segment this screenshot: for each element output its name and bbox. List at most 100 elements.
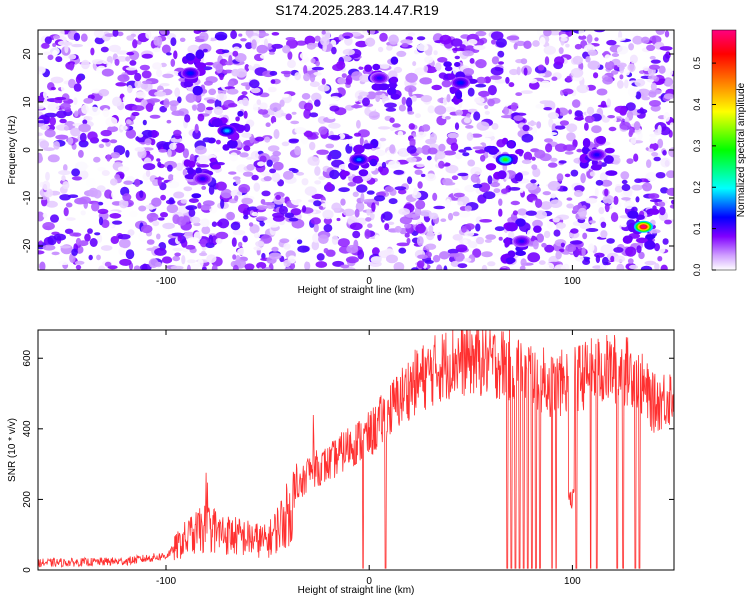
speckle-blob bbox=[253, 232, 261, 239]
speckle-blob bbox=[543, 45, 556, 55]
speckle-blob bbox=[411, 267, 419, 270]
speckle-blob bbox=[110, 152, 121, 159]
speckle-blob bbox=[569, 240, 583, 245]
speckle-blob bbox=[50, 214, 59, 223]
speckle-blob bbox=[670, 84, 674, 89]
speckle-blob bbox=[632, 35, 644, 45]
speckle-blob bbox=[271, 43, 284, 49]
speckle-blob bbox=[589, 220, 596, 224]
speckle-blob bbox=[138, 205, 147, 212]
speckle-blob bbox=[490, 66, 504, 76]
speckle-blob bbox=[248, 64, 256, 71]
speckle-blob bbox=[394, 186, 407, 191]
speckle-blob bbox=[279, 238, 290, 244]
speckle-blob bbox=[538, 73, 546, 77]
speckle-blob bbox=[628, 43, 634, 51]
speckle-blob bbox=[271, 172, 281, 183]
hotspot-cluster-blob bbox=[605, 170, 618, 176]
speckle-blob bbox=[199, 252, 208, 257]
speckle-blob bbox=[586, 106, 595, 116]
speckle-blob bbox=[447, 248, 459, 255]
speckle-blob bbox=[85, 177, 96, 188]
speckle-blob bbox=[47, 54, 54, 61]
speckle-blob bbox=[343, 35, 351, 39]
speckle-blob bbox=[467, 108, 478, 113]
speckle-blob bbox=[463, 257, 472, 262]
speckle-blob bbox=[162, 73, 174, 79]
speckle-blob bbox=[425, 50, 433, 56]
speckle-blob bbox=[290, 195, 304, 206]
speckle-blob bbox=[546, 219, 553, 230]
speckle-blob bbox=[555, 250, 562, 260]
y-tick-label: 400 bbox=[22, 420, 33, 437]
speckle-blob bbox=[212, 251, 220, 257]
speckle-blob bbox=[662, 238, 669, 245]
speckle-blob bbox=[525, 210, 537, 216]
speckle-blob bbox=[139, 64, 150, 71]
speckle-blob bbox=[315, 261, 328, 268]
speckle-blob bbox=[521, 133, 534, 143]
speckle-blob bbox=[159, 30, 167, 35]
speckle-blob bbox=[196, 30, 208, 33]
speckle-blob bbox=[649, 100, 661, 107]
speckle-blob bbox=[574, 110, 583, 117]
speckle-blob bbox=[302, 205, 307, 213]
speckle-blob bbox=[245, 30, 254, 37]
speckle-blob bbox=[93, 189, 102, 199]
speckle-blob bbox=[328, 149, 342, 160]
speckle-blob bbox=[341, 73, 347, 78]
speckle-blob bbox=[63, 207, 69, 217]
speckle-blob bbox=[246, 164, 255, 171]
speckle-blob bbox=[226, 211, 236, 221]
speckle-blob bbox=[49, 116, 56, 126]
speckle-blob bbox=[171, 110, 185, 116]
speckle-blob bbox=[142, 163, 156, 171]
speckle-blob bbox=[252, 103, 259, 112]
speckle-blob bbox=[648, 229, 661, 234]
speckle-blob bbox=[475, 59, 487, 69]
speckle-blob bbox=[38, 250, 45, 255]
speckle-blob bbox=[141, 70, 152, 79]
speckle-blob bbox=[634, 78, 646, 87]
speckle-blob bbox=[356, 119, 361, 129]
speckle-blob bbox=[106, 62, 112, 69]
speckle-blob bbox=[125, 56, 131, 62]
speckle-blob bbox=[464, 205, 472, 212]
speckle-blob bbox=[641, 96, 651, 101]
speckle-blob bbox=[45, 200, 58, 208]
speckle-blob bbox=[100, 46, 109, 53]
speckle-blob bbox=[544, 138, 553, 143]
speckle-blob bbox=[294, 145, 301, 156]
speckle-blob bbox=[654, 263, 660, 270]
hotspot-cluster-blob bbox=[192, 85, 203, 96]
speckle-blob bbox=[457, 172, 469, 177]
speckle-blob bbox=[434, 105, 447, 115]
speckle-blob bbox=[255, 136, 264, 142]
speckle-blob bbox=[481, 131, 495, 138]
speckle-blob bbox=[215, 231, 229, 240]
speckle-blob bbox=[131, 111, 140, 117]
speckle-blob bbox=[659, 206, 666, 216]
speckle-blob bbox=[208, 234, 214, 245]
speckle-blob bbox=[558, 160, 567, 164]
speckle-blob bbox=[102, 108, 110, 118]
speckle-blob bbox=[306, 42, 316, 50]
speckle-blob bbox=[261, 171, 271, 177]
speckle-blob bbox=[311, 66, 324, 71]
speckle-blob bbox=[176, 216, 187, 226]
speckle-blob bbox=[600, 179, 613, 187]
speckle-blob bbox=[337, 77, 347, 85]
speckle-blob bbox=[653, 156, 661, 162]
speckle-blob bbox=[251, 39, 257, 50]
speckle-blob bbox=[250, 57, 255, 67]
hotspot-cluster-blob bbox=[364, 64, 373, 72]
speckle-blob bbox=[442, 97, 448, 106]
speckle-blob bbox=[369, 261, 382, 267]
speckle-blob bbox=[230, 221, 241, 231]
speckle-blob bbox=[303, 130, 314, 138]
speckle-blob bbox=[94, 232, 101, 236]
speckle-blob bbox=[89, 238, 98, 247]
speckle-blob bbox=[671, 199, 674, 205]
speckle-blob bbox=[268, 252, 282, 260]
speckle-blob bbox=[258, 267, 263, 270]
